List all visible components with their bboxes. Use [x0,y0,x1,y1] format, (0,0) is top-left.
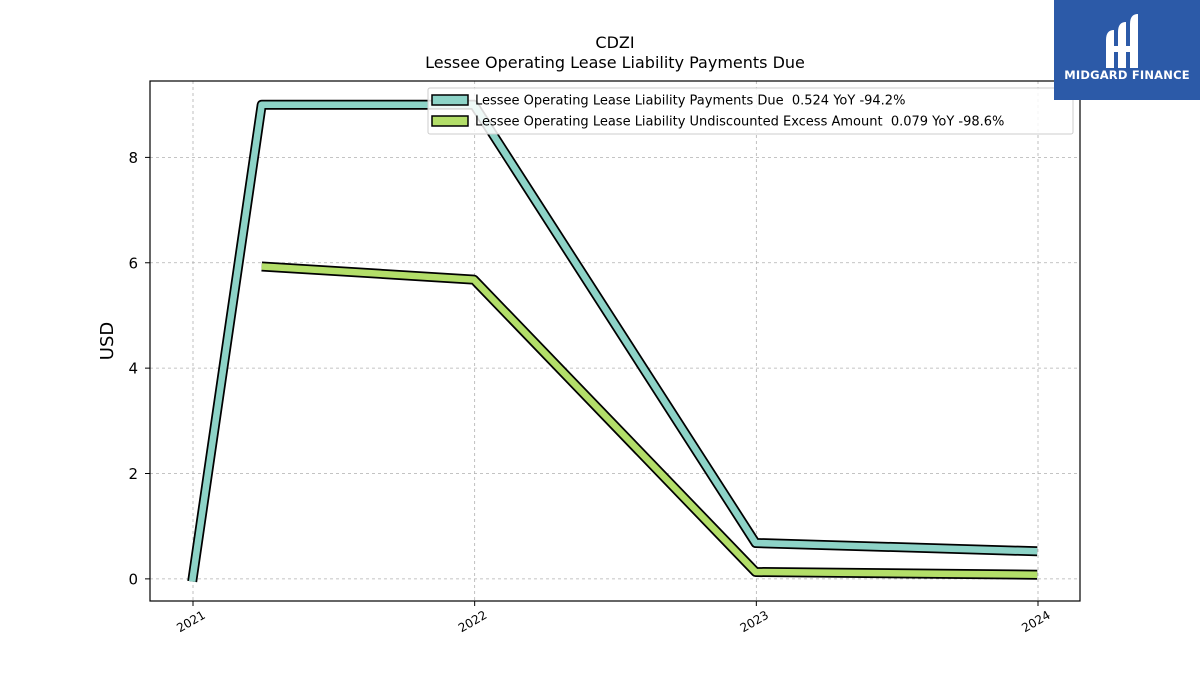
x-ticks: 2021 2022 2023 2024 [174,601,1053,635]
logo-mark-icon [1106,14,1138,68]
y-tick-label: 4 [128,360,138,378]
legend-box [427,87,1074,135]
plot-frame [149,80,1081,602]
x-tick-label: 2024 [1019,608,1052,635]
x-tick-label: 2022 [456,608,489,635]
y-tick-label: 6 [128,254,138,272]
y-tick-label: 8 [128,149,138,167]
legend-swatch-undiscounted-excess [431,115,469,127]
x-tick-label: 2021 [174,608,207,635]
x-tick-label: 2023 [738,608,771,635]
series-outline-payments-due [187,99,1038,583]
legend: Lessee Operating Lease Liability Payment… [427,87,1074,135]
midgard-finance-logo: MIDGARD FINANCE [1054,0,1200,100]
y-axis-label: USD [97,322,118,360]
y-tick-label: 2 [128,465,138,483]
legend-swatch-payments-due [431,94,469,106]
series-layer [187,99,1038,583]
logo-text: MIDGARD FINANCE [1064,68,1190,82]
y-ticks: 0 2 4 6 8 [128,149,150,588]
series-line-payments-due [188,101,1038,582]
legend-label-payments-due: Lessee Operating Lease Liability Payment… [475,94,905,109]
y-tick-label: 0 [128,570,138,588]
chart-subtitle: Lessee Operating Lease Liability Payment… [425,53,805,72]
chart-title: CDZI [595,33,634,52]
series-line-undiscounted-excess [261,263,1038,578]
legend-label-undiscounted-excess: Lessee Operating Lease Liability Undisco… [475,115,1004,130]
series-outline-undiscounted-excess [261,261,1038,580]
grid [150,81,1080,601]
